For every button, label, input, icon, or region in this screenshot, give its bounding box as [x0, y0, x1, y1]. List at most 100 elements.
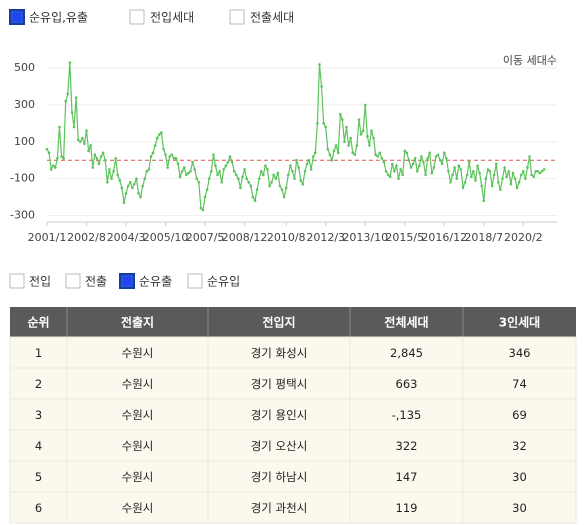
point	[120, 186, 124, 190]
point	[158, 133, 161, 136]
point	[305, 162, 309, 166]
point	[118, 179, 122, 182]
point	[492, 173, 496, 177]
point	[432, 166, 436, 169]
point	[542, 168, 546, 171]
point	[470, 175, 473, 179]
series-toggle[interactable]	[129, 9, 145, 25]
point	[274, 177, 278, 180]
x-tick-label: 2002/8	[67, 231, 106, 244]
point	[253, 199, 257, 203]
table-cell: 663	[396, 377, 418, 391]
point	[422, 160, 425, 164]
filter-label: 순유입	[207, 275, 240, 289]
point	[126, 184, 130, 188]
point	[284, 186, 288, 190]
point	[447, 169, 450, 173]
point	[442, 151, 446, 155]
point	[465, 173, 469, 177]
point	[87, 149, 90, 153]
point	[309, 168, 313, 171]
point	[216, 173, 219, 177]
table-cell: 322	[396, 439, 418, 453]
table-cell: -,135	[392, 408, 422, 422]
point	[280, 188, 284, 191]
table-row	[9, 367, 577, 400]
point	[343, 140, 346, 144]
point	[330, 158, 334, 162]
point	[101, 151, 105, 155]
point	[430, 171, 434, 175]
point	[268, 184, 271, 188]
table-row	[9, 336, 577, 369]
point	[191, 160, 194, 164]
point	[374, 153, 377, 156]
point	[174, 157, 178, 160]
point	[124, 192, 128, 195]
x-tick-label: 2010/8	[267, 231, 306, 244]
table-row	[9, 398, 577, 431]
point	[237, 177, 240, 180]
point	[459, 168, 463, 171]
point	[108, 168, 111, 171]
point	[314, 151, 317, 155]
point	[428, 151, 432, 155]
x-tick-label: 2015/5	[385, 231, 424, 244]
point	[395, 164, 398, 168]
point	[413, 157, 417, 160]
point	[474, 179, 477, 182]
table-header-cell: 순위	[27, 316, 49, 330]
filter-label: 순유출	[139, 275, 172, 289]
y-tick-label: -100	[10, 172, 35, 185]
series-toggle[interactable]	[229, 9, 245, 25]
point	[145, 169, 149, 173]
point	[324, 125, 328, 129]
point	[220, 181, 224, 184]
point	[418, 164, 421, 168]
point	[155, 136, 159, 140]
table-cell: 32	[512, 439, 527, 453]
point	[137, 192, 140, 195]
point	[239, 186, 242, 190]
point	[133, 182, 136, 186]
point	[397, 177, 400, 180]
point	[461, 186, 465, 190]
table-cell: 수원시	[122, 377, 154, 391]
point	[399, 168, 402, 171]
point	[160, 131, 163, 134]
x-tick-label: 2012/3	[306, 231, 345, 244]
point	[266, 168, 269, 171]
point	[51, 164, 55, 168]
point	[534, 169, 538, 173]
filter-toggle[interactable]	[65, 273, 81, 289]
filter-toggle[interactable]	[187, 273, 203, 289]
point	[243, 168, 246, 171]
point	[355, 144, 359, 147]
point	[318, 63, 321, 66]
point	[372, 136, 375, 140]
point	[488, 169, 492, 173]
point	[424, 173, 427, 177]
point	[214, 164, 217, 168]
point	[276, 171, 280, 175]
point	[320, 85, 323, 88]
legend-label: 전출세대	[250, 11, 294, 25]
point	[359, 133, 363, 136]
point	[89, 144, 92, 147]
filter-toggle[interactable]	[9, 273, 25, 289]
point	[403, 149, 407, 153]
point	[361, 129, 365, 133]
x-tick-label: 2001/1	[28, 231, 67, 244]
point	[185, 173, 188, 177]
point	[262, 173, 265, 177]
point	[511, 171, 515, 175]
point	[503, 166, 506, 169]
point	[528, 155, 531, 158]
x-tick-label: 2020/2	[504, 231, 543, 244]
point	[532, 175, 536, 179]
point	[226, 160, 230, 164]
point	[207, 177, 211, 180]
table-cell: 수원시	[122, 501, 154, 515]
point	[345, 125, 348, 129]
point	[72, 125, 76, 129]
